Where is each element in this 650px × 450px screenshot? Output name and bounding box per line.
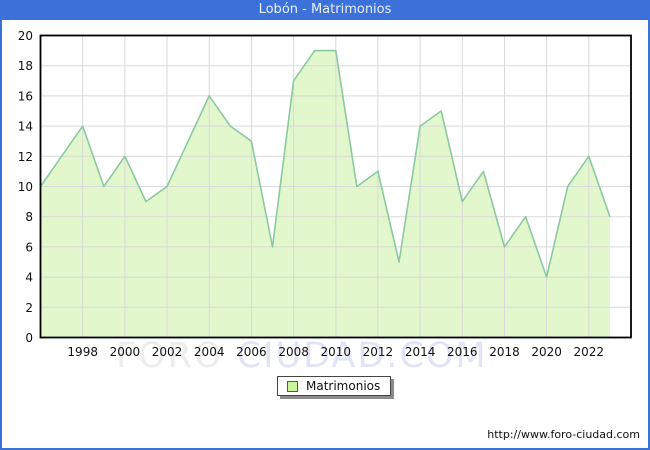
y-axis-tick-label: 10: [18, 180, 33, 194]
legend-swatch-icon: [287, 380, 298, 392]
x-axis-tick-label: 2006: [236, 345, 267, 359]
plot-border: [39, 34, 632, 339]
y-axis-tick-label: 14: [18, 120, 33, 134]
y-axis-tick-label: 16: [18, 89, 33, 103]
y-axis-tick-label: 18: [18, 59, 33, 73]
y-axis-tick-label: 4: [25, 271, 33, 285]
legend-label: Matrimonios: [306, 379, 381, 393]
y-axis-tick-label: 20: [18, 29, 33, 43]
x-axis-tick-label: 2014: [405, 345, 436, 359]
chart-title-bar: Lobón - Matrimonios: [2, 2, 648, 20]
x-axis-tick-label: 2012: [363, 345, 394, 359]
x-axis-tick-label: 1998: [67, 345, 98, 359]
site-url: http://www.foro-ciudad.com: [487, 428, 640, 441]
watermark-ciudad: CIUDAD.COM: [236, 336, 488, 376]
x-axis-tick-label: 2020: [531, 345, 562, 359]
y-axis-tick-label: 2: [25, 301, 33, 315]
x-axis-tick-label: 2010: [321, 345, 352, 359]
x-axis-tick-label: 2004: [194, 345, 225, 359]
x-axis-tick-label: 2016: [447, 345, 478, 359]
watermark-foro: FORO: [116, 336, 224, 376]
x-axis-tick-label: 2000: [110, 345, 141, 359]
area-series-matrimonios: [40, 50, 610, 338]
x-axis-tick-label: 2018: [489, 345, 520, 359]
x-axis-tick-label: 2022: [574, 345, 605, 359]
y-axis-tick-label: 8: [25, 210, 33, 224]
chart-title: Lobón - Matrimonios: [258, 2, 392, 17]
watermark: FORO CIUDAD.COM: [116, 336, 488, 376]
y-axis-tick-label: 6: [25, 240, 33, 254]
legend-box: Matrimonios: [277, 376, 392, 396]
series-line: [39, 49, 611, 278]
x-axis-tick-label: 2002: [152, 345, 183, 359]
x-axis-tick-label: 2008: [278, 345, 309, 359]
y-axis-tick-label: 12: [18, 150, 33, 164]
y-axis-tick-label: 0: [25, 331, 33, 345]
